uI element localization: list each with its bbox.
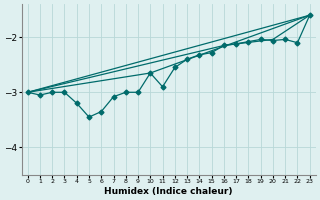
X-axis label: Humidex (Indice chaleur): Humidex (Indice chaleur): [104, 187, 233, 196]
